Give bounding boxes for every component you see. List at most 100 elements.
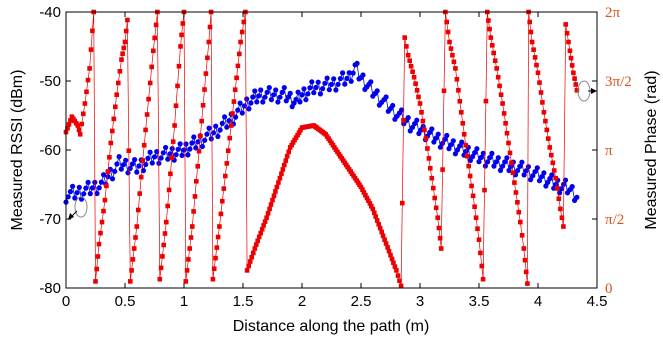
rssi-point — [250, 94, 256, 100]
rssi-point — [331, 76, 337, 82]
phase-point — [252, 246, 258, 251]
x-tick-label: 0 — [62, 293, 70, 310]
rssi-point — [83, 185, 89, 191]
rssi-point — [305, 91, 311, 97]
phase-point — [104, 183, 109, 189]
rssi-point — [206, 125, 212, 131]
rssi-point — [414, 117, 420, 123]
phase-point — [568, 55, 574, 61]
phase-point — [85, 77, 91, 83]
y-right-tick-label: π/2 — [605, 212, 624, 228]
rssi-point — [87, 191, 93, 197]
phase-point — [405, 52, 411, 58]
phase-point — [469, 183, 474, 189]
phase-point — [467, 173, 473, 179]
rssi-point — [307, 85, 313, 91]
rssi-point — [114, 161, 120, 167]
phase-point — [370, 206, 376, 212]
y-right-tick-label: 3π/2 — [605, 74, 632, 90]
rssi-point — [459, 139, 465, 145]
phase-point — [558, 206, 563, 212]
phase-point — [239, 29, 245, 35]
phase-point — [125, 17, 130, 23]
phase-point — [429, 175, 435, 181]
y-right-tick-label: 2π — [605, 5, 621, 21]
phase-point — [551, 168, 557, 173]
phase-point — [376, 222, 381, 227]
phase-point — [529, 39, 535, 45]
phase-point — [423, 136, 429, 141]
phase-point — [366, 198, 371, 203]
phase-point — [87, 66, 92, 71]
phase-point — [133, 235, 138, 240]
rssi-point — [311, 90, 317, 96]
rssi-point — [94, 190, 100, 197]
rssi-point — [299, 92, 305, 98]
rssi-point — [72, 195, 78, 201]
rssi-point — [452, 151, 458, 157]
phase-point — [509, 160, 514, 166]
phase-point — [286, 149, 291, 155]
rssi-point — [244, 96, 250, 102]
rssi-point — [502, 159, 508, 165]
phase-point — [166, 187, 172, 193]
phase-point — [572, 76, 577, 81]
rssi-point — [169, 146, 175, 152]
phase-point — [75, 123, 81, 128]
x-tick-label: 4 — [534, 293, 542, 310]
axis-ticks: 0 0.5 1 1.5 2 2.5 3 3.5 4 4.5 -80 -70 -60 -50 -40 0 π/2 π… — [39, 4, 631, 310]
phase-point — [268, 202, 274, 207]
phase-point — [444, 19, 449, 25]
phase-point — [279, 171, 284, 177]
rssi-point — [239, 110, 245, 116]
rssi-point — [109, 176, 116, 182]
rssi-point — [532, 169, 538, 175]
y-right-tick-label: π — [605, 143, 613, 159]
phase-point — [172, 123, 177, 128]
rssi-point — [256, 93, 262, 99]
phase-point — [169, 155, 175, 160]
phase-point — [289, 142, 294, 148]
phase-point — [364, 195, 370, 201]
phase-point — [96, 241, 102, 247]
rssi-point — [175, 146, 181, 152]
rssi-point — [303, 97, 309, 103]
phase-point — [290, 140, 296, 145]
phase-point — [99, 219, 105, 225]
phase-point — [550, 160, 556, 166]
rssi-point — [335, 81, 341, 87]
phase-point — [541, 110, 547, 115]
phase-point — [267, 206, 272, 212]
rssi-point — [189, 140, 195, 146]
phase-point — [373, 214, 378, 219]
rssi-point — [252, 88, 258, 94]
phase-point — [223, 173, 228, 179]
phase-point — [487, 26, 492, 32]
x-tick-label: 2 — [298, 293, 306, 310]
phase-point — [205, 55, 210, 61]
phase-point — [237, 51, 242, 57]
rssi-point — [324, 75, 330, 81]
phase-series — [63, 9, 580, 289]
phase-point — [448, 46, 454, 51]
phase-point — [214, 245, 220, 250]
phase-point — [522, 257, 528, 263]
phase-point — [420, 118, 426, 124]
phase-point — [523, 269, 529, 275]
phase-point — [165, 203, 170, 209]
phase-point — [377, 225, 383, 231]
phase-point — [241, 19, 247, 25]
phase-point — [386, 248, 392, 254]
phase-point — [374, 218, 380, 223]
phase-point — [153, 22, 159, 28]
rssi-point — [480, 150, 486, 156]
rssi-point — [348, 78, 354, 84]
phase-point — [494, 66, 499, 71]
rssi-point — [67, 189, 73, 195]
phase-point — [200, 103, 206, 108]
rssi-point — [326, 87, 332, 93]
phase-point — [480, 276, 486, 282]
phase-point — [111, 116, 117, 122]
rssi-point — [74, 190, 80, 196]
phase-point — [402, 35, 407, 40]
